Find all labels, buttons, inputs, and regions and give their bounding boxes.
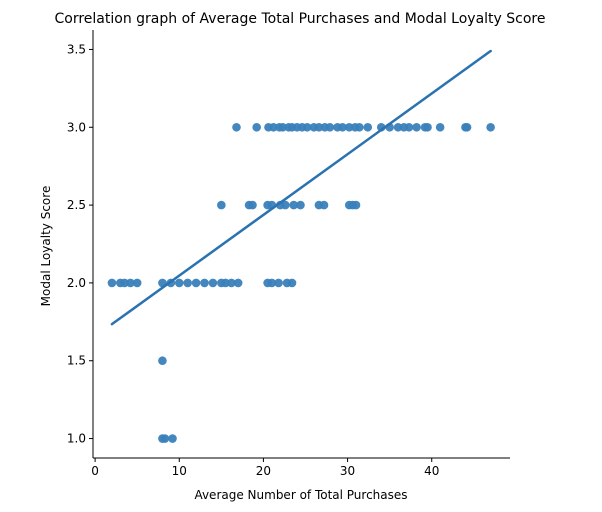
data-point: [281, 200, 290, 210]
data-point: [423, 122, 432, 132]
data-point: [227, 278, 236, 288]
x-axis-label: Average Number of Total Purchases: [194, 488, 407, 502]
y-tick-label: 2.5: [67, 198, 86, 212]
data-point: [344, 122, 354, 132]
data-point: [435, 122, 445, 132]
data-point: [274, 278, 283, 288]
data-point: [126, 278, 135, 288]
axes: 0 10 20 30 40 1.0 1.5 2.0 2.5 3.0 3.5: [67, 30, 510, 478]
data-point: [158, 356, 167, 366]
y-tick-label: 3.0: [67, 120, 86, 134]
chart-title: Correlation graph of Average Total Purch…: [55, 11, 546, 27]
data-point: [338, 122, 347, 132]
data-point: [462, 122, 472, 132]
data-point: [278, 122, 288, 132]
data-point: [351, 200, 361, 210]
y-tick-label: 3.5: [67, 42, 86, 56]
data-point: [412, 122, 421, 132]
y-tick-label: 2.0: [67, 276, 86, 290]
x-tick-label: 20: [256, 464, 271, 478]
data-point: [107, 278, 117, 288]
data-point: [200, 278, 209, 288]
data-point: [168, 434, 177, 443]
data-point: [287, 278, 297, 288]
x-tick-label: 0: [91, 464, 99, 478]
data-point: [252, 122, 261, 132]
data-point: [289, 200, 299, 210]
y-tick-label: 1.5: [67, 354, 86, 368]
plot-area: [107, 49, 495, 443]
data-point: [393, 122, 403, 132]
data-point: [267, 278, 277, 288]
regression-line: [110, 49, 492, 326]
data-point: [319, 200, 329, 210]
data-point: [191, 278, 201, 288]
x-tick-label: 30: [340, 464, 355, 478]
data-point: [302, 122, 312, 132]
data-point: [248, 200, 257, 210]
data-point: [183, 278, 192, 288]
y-axis-label: Modal Loyalty Score: [39, 186, 53, 307]
data-point: [486, 122, 495, 132]
data-point: [221, 278, 230, 288]
data-point: [208, 278, 218, 288]
data-point: [404, 122, 414, 132]
data-point: [233, 278, 243, 288]
data-point: [160, 434, 170, 443]
data-point: [269, 122, 278, 132]
data-point: [355, 122, 364, 132]
data-point: [174, 278, 184, 288]
x-tick-label: 10: [172, 464, 187, 478]
data-point: [217, 200, 226, 210]
x-tick-label: 40: [424, 464, 439, 478]
data-point: [232, 122, 241, 132]
data-point: [325, 122, 335, 132]
data-point: [132, 278, 142, 288]
data-point: [120, 278, 129, 288]
data-point: [296, 200, 305, 210]
data-point: [314, 122, 324, 132]
y-tick-label: 1.0: [67, 432, 86, 446]
data-point: [363, 122, 373, 132]
